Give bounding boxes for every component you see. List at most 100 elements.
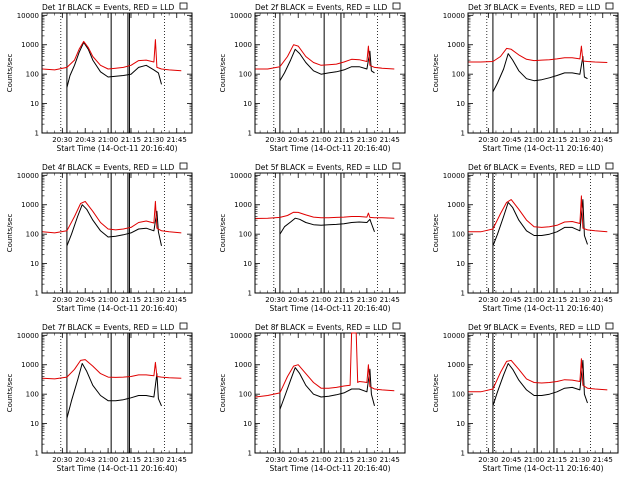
chart-title: Det 1f BLACK = Events, RED = LLD [42, 3, 175, 12]
y-tick-label: 10 [456, 260, 465, 268]
plot-frame [41, 12, 193, 134]
y-tick-label: 10000 [443, 332, 465, 340]
series-line-lld [255, 211, 395, 219]
x-axis-label: Start Time (14-Oct-11 20:16:40) [269, 464, 390, 473]
y-axis-label: Counts/sec [6, 214, 14, 253]
x-tick-label: 21:00 [311, 136, 331, 144]
x-tick-label: 20:30 [478, 136, 498, 144]
y-tick-label: 10 [243, 100, 252, 108]
chart-title: Det 5f BLACK = Events, RED = LLD [255, 163, 388, 172]
legend-box-icon [179, 162, 188, 170]
x-tick-label: 21:30 [357, 456, 377, 464]
y-tick-label: 1000 [234, 201, 252, 209]
x-tick-label: 21:30 [144, 296, 164, 304]
x-tick-label: 21:15 [334, 456, 354, 464]
plot-frame [467, 12, 619, 134]
x-tick-label: 21:30 [357, 296, 377, 304]
y-axis-label: Counts/sec [6, 374, 14, 413]
x-tick-label: 21:45 [380, 456, 400, 464]
x-tick-label: 21:15 [334, 136, 354, 144]
x-tick-label: 21:30 [144, 136, 164, 144]
legend-box-icon [605, 2, 614, 10]
x-tick-label: 20:45 [288, 296, 308, 304]
y-tick-label: 10000 [230, 12, 252, 20]
x-tick-label: 20:30 [478, 296, 498, 304]
y-tick-label: 10000 [443, 12, 465, 20]
y-tick-label: 100 [239, 231, 252, 239]
y-tick-label: 1 [461, 130, 465, 138]
x-tick-label: 20:30 [265, 456, 285, 464]
chart-title: Det 9f BLACK = Events, RED = LLD [468, 323, 601, 332]
series-line-events [492, 359, 588, 407]
series-line-lld [255, 44, 395, 70]
x-tick-label: 21:30 [570, 456, 590, 464]
series-line-events [279, 48, 375, 81]
chart-panel-6: Det 6f BLACK = Events, RED = LLD 1 10 100 10… [432, 162, 619, 313]
y-tick-label: 10 [30, 420, 39, 428]
x-tick-label: 21:15 [121, 136, 141, 144]
y-tick-label: 10000 [17, 12, 39, 20]
x-tick-label: 21:00 [98, 136, 118, 144]
x-tick-label: 20:45 [501, 136, 521, 144]
series-line-events [492, 199, 588, 247]
y-tick-label: 1 [248, 290, 252, 298]
y-tick-label: 1000 [447, 41, 465, 49]
legend-box-icon [179, 2, 188, 10]
y-axis-label: Counts/sec [219, 214, 227, 253]
x-tick-label: 21:15 [334, 296, 354, 304]
y-tick-label: 10 [30, 100, 39, 108]
plot-frame [254, 12, 406, 134]
x-tick-label: 20:30 [52, 136, 72, 144]
series-line-events [492, 53, 588, 93]
x-tick-label: 21:15 [121, 296, 141, 304]
x-tick-label: 21:00 [311, 456, 331, 464]
y-tick-label: 1000 [21, 361, 39, 369]
y-tick-label: 100 [452, 231, 465, 239]
plot-frame [41, 172, 193, 294]
y-axis-label: Counts/sec [219, 54, 227, 93]
x-tick-label: 20:45 [501, 296, 521, 304]
x-axis-label: Start Time (14-Oct-11 20:16:40) [482, 464, 603, 473]
y-tick-label: 1000 [234, 41, 252, 49]
x-tick-label: 21:45 [593, 296, 613, 304]
series-line-lld [255, 332, 395, 398]
chart-panel-7: Det 7f BLACK = Events, RED = LLD 1 10 100 10… [6, 322, 193, 473]
y-tick-label: 10000 [230, 332, 252, 340]
x-tick-label: 21:15 [547, 296, 567, 304]
y-tick-label: 10 [243, 260, 252, 268]
y-tick-label: 1000 [234, 361, 252, 369]
x-tick-label: 20:45 [501, 456, 521, 464]
series-line-events [66, 204, 162, 247]
x-tick-label: 20:45 [288, 136, 308, 144]
chart-title: Det 3f BLACK = Events, RED = LLD [468, 3, 601, 12]
chart-panel-3: Det 3f BLACK = Events, RED = LLD 1 10 100 10… [432, 2, 619, 153]
series-line-events [279, 217, 375, 235]
y-tick-label: 1 [35, 450, 39, 458]
legend-box-icon [179, 322, 188, 330]
y-axis-label: Counts/sec [432, 54, 440, 93]
y-tick-label: 100 [452, 71, 465, 79]
plot-frame [41, 332, 193, 454]
series-line-events [279, 367, 375, 410]
x-tick-label: 21:00 [311, 296, 331, 304]
x-tick-label: 21:45 [167, 136, 187, 144]
x-tick-label: 21:00 [98, 456, 118, 464]
x-axis-label: Start Time (14-Oct-11 20:16:40) [269, 304, 390, 313]
x-axis-label: Start Time (14-Oct-11 20:16:40) [482, 304, 603, 313]
chart-panel-2: Det 2f BLACK = Events, RED = LLD 1 10 100 10… [219, 2, 406, 153]
x-tick-label: 21:15 [121, 456, 141, 464]
series-line-lld [42, 200, 182, 234]
y-tick-label: 1000 [447, 361, 465, 369]
x-tick-label: 21:45 [167, 296, 187, 304]
y-tick-label: 10 [30, 260, 39, 268]
plot-frame [467, 332, 619, 454]
x-tick-label: 20:43 [75, 136, 95, 144]
x-tick-label: 21:00 [524, 456, 544, 464]
series-line-events [66, 363, 162, 419]
plot-frame [254, 172, 406, 294]
series-line-lld [42, 39, 182, 72]
series-line-lld [42, 359, 182, 380]
x-tick-label: 21:45 [593, 456, 613, 464]
y-tick-label: 10000 [443, 172, 465, 180]
